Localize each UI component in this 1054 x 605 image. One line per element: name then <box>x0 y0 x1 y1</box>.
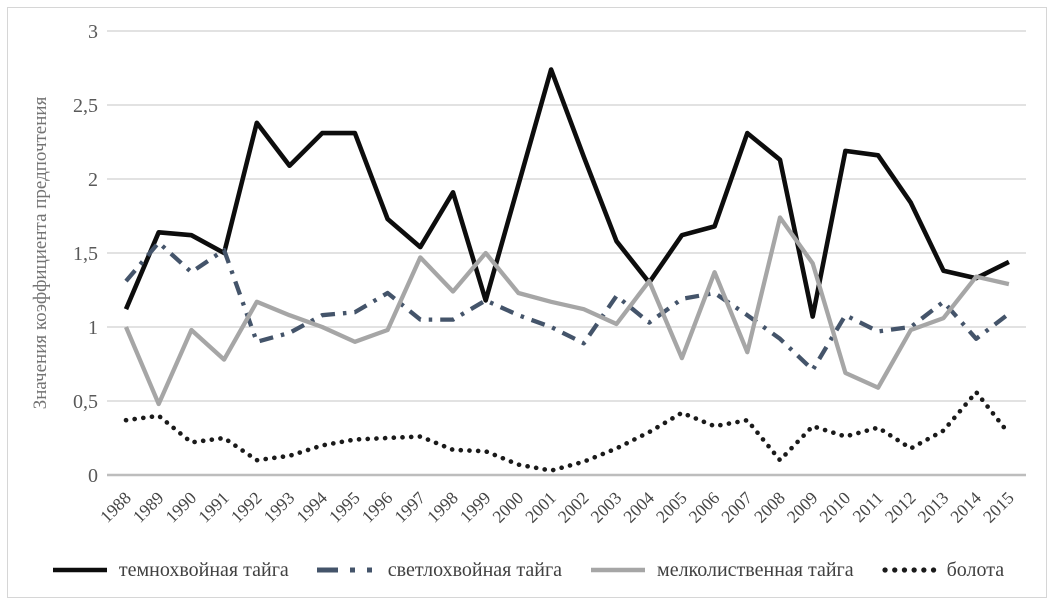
y-tick-label: 3 <box>88 21 98 43</box>
x-axis-tick-labels: 1988198919901991199219931994199519961997… <box>96 488 1018 527</box>
x-tick-label: 2000 <box>488 488 527 527</box>
x-tick-label: 1988 <box>96 488 135 527</box>
y-tick-label: 1 <box>88 317 98 339</box>
x-tick-label: 2011 <box>848 488 886 526</box>
x-tick-label: 2004 <box>619 488 658 527</box>
x-tick-label: 2005 <box>652 488 691 527</box>
x-tick-label: 2008 <box>750 488 789 527</box>
series-line-0-solid <box>123 67 1010 319</box>
legend-item-light-coniferous: светлохвойная тайга <box>315 559 562 582</box>
legend-item-dark-coniferous: темнохвойная тайга <box>50 559 289 582</box>
y-tick-label: 0,5 <box>73 391 98 413</box>
series-line-2-solid <box>124 215 1010 407</box>
x-tick-label: 2009 <box>783 488 822 527</box>
chart-legend: темнохвойная тайга светлохвойная тайга м… <box>0 549 1054 591</box>
x-tick-label: 2015 <box>979 488 1018 527</box>
series-line-1-dash-dot <box>124 240 1011 373</box>
x-tick-label: 1999 <box>456 488 495 527</box>
y-tick-label: 2 <box>88 169 98 191</box>
legend-swatch-dash-dot-line-icon <box>316 567 377 573</box>
x-tick-label: 1994 <box>292 488 331 527</box>
legend-swatch-solid-gray-line-icon <box>591 567 646 573</box>
x-tick-label: 2014 <box>946 488 985 527</box>
legend-label: светлохвойная тайга <box>387 558 563 581</box>
y-tick-label: 1,5 <box>73 243 98 265</box>
x-tick-label: 1997 <box>390 488 429 527</box>
legend-item-small-leaved: мелколиственная тайга <box>588 559 854 582</box>
legend-label: болота <box>946 558 1005 581</box>
x-tick-label: 1989 <box>129 488 168 527</box>
x-tick-label: 1991 <box>194 488 233 527</box>
legend-label: мелколиственная тайга <box>657 558 854 581</box>
gridlines-group <box>107 30 1026 477</box>
x-tick-label: 2010 <box>815 488 854 527</box>
series-line-3-dotted <box>123 389 1012 473</box>
line-chart-plot-area: 00,511,522,53 19881989199019911992199319… <box>30 21 1026 527</box>
series-lines-group <box>123 67 1012 473</box>
x-tick-label: 2002 <box>554 488 593 527</box>
x-tick-label: 2007 <box>717 488 756 527</box>
x-tick-label: 2003 <box>586 488 625 527</box>
x-tick-label: 1993 <box>259 488 298 527</box>
legend-swatch-dotted-line-icon <box>882 567 938 573</box>
legend-label: темнохвойная тайга <box>118 558 289 581</box>
x-tick-label: 2006 <box>685 488 724 527</box>
y-axis-title: Значения коэффициента предпочтения <box>30 96 51 409</box>
legend-swatch-solid-black-line-icon <box>52 567 107 573</box>
legend-item-bogs: болота <box>880 558 1005 582</box>
x-tick-label: 2001 <box>521 488 560 527</box>
x-tick-label: 1992 <box>227 488 266 527</box>
y-axis-tick-labels: 0 0,5 1 1,5 2 2,5 3 <box>73 21 98 487</box>
y-tick-label: 2,5 <box>73 95 98 117</box>
x-tick-label: 2012 <box>881 488 920 527</box>
x-tick-label: 1990 <box>161 488 200 527</box>
x-tick-label: 1995 <box>325 488 364 527</box>
x-tick-label: 2013 <box>913 488 952 527</box>
x-tick-label: 1996 <box>358 488 397 527</box>
y-tick-label: 0 <box>88 465 98 487</box>
x-tick-label: 1998 <box>423 488 462 527</box>
